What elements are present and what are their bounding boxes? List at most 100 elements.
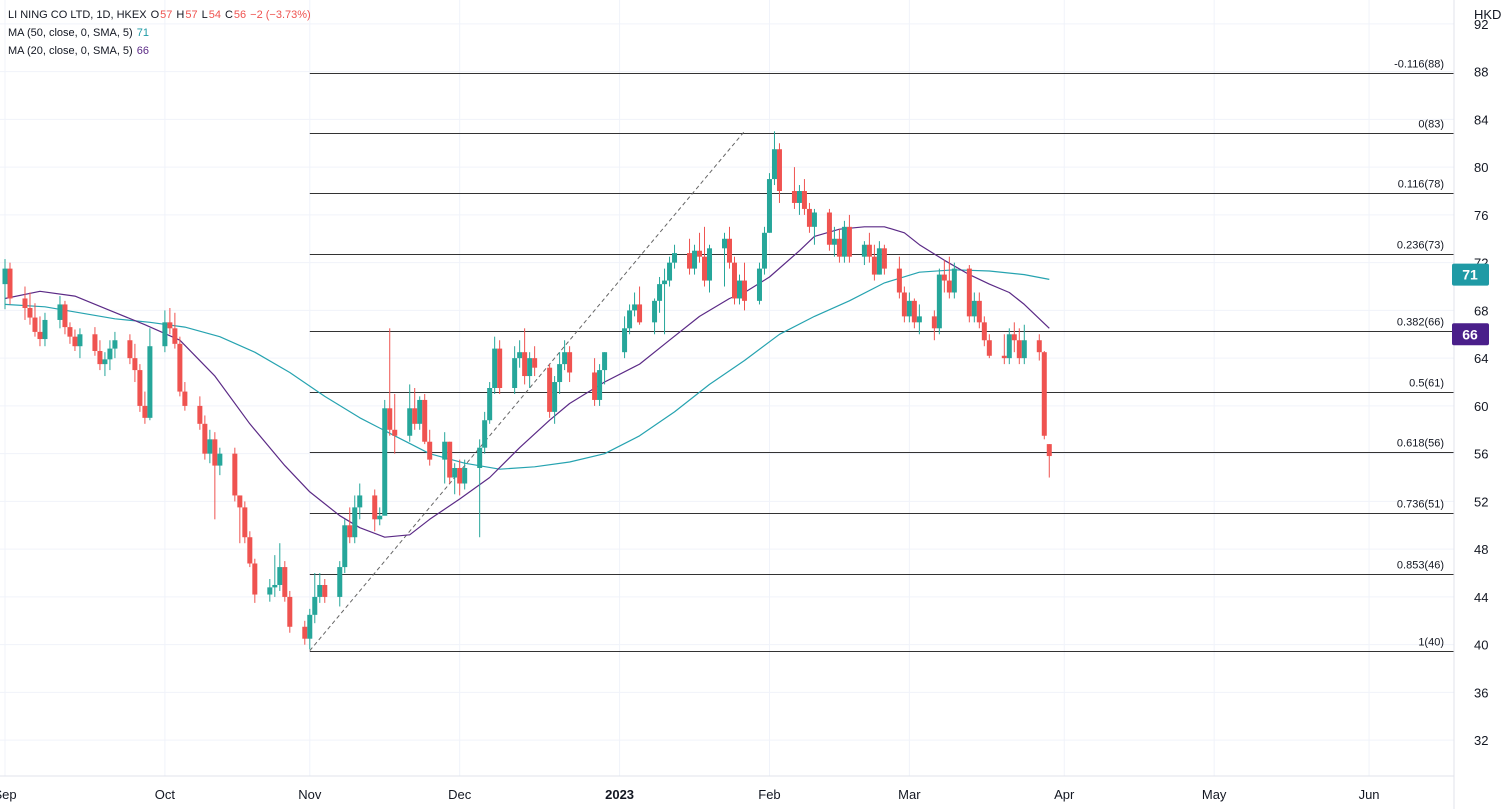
candle-down — [1016, 328, 1022, 365]
candle-body — [497, 348, 503, 388]
candle-up — [861, 241, 867, 266]
candle-body — [831, 238, 837, 245]
candle-down — [7, 262, 13, 305]
candle-up — [267, 579, 273, 602]
candle-body — [756, 268, 762, 301]
candle-down — [142, 391, 148, 424]
candle-body — [162, 322, 168, 347]
candle-body — [702, 256, 708, 281]
candle-body — [127, 340, 133, 359]
candle-body — [142, 405, 148, 418]
time-axis[interactable]: Sep Oct Nov Dec 2023 Feb Mar Apr May Jun — [0, 775, 1454, 802]
y-tick-label: 92 — [1474, 17, 1488, 32]
candle-body — [766, 179, 772, 233]
candle-down — [497, 340, 503, 394]
change-value: −2 (−3.73%) — [250, 9, 311, 21]
fib-level-label: 0(83) — [1418, 119, 1444, 131]
candle-body — [1046, 444, 1052, 457]
ma50-legend-row[interactable]: MA (50, close, 0, SMA, 5) 71 — [8, 24, 311, 42]
candle-body — [287, 596, 293, 627]
ma20-legend-row[interactable]: MA (20, close, 0, SMA, 5) 66 — [8, 42, 311, 60]
candle-up — [147, 328, 153, 421]
candle-body — [726, 238, 732, 263]
candle-down — [252, 558, 258, 603]
candle-up — [557, 352, 563, 394]
candle-body — [796, 191, 802, 203]
candle-down — [946, 256, 952, 299]
candle-body — [861, 244, 867, 257]
candle-down — [172, 312, 178, 349]
candle-up — [107, 340, 113, 371]
candle-body — [931, 316, 937, 329]
currency-label: HKD — [1474, 7, 1501, 22]
price-badges: 71 66 — [1452, 263, 1489, 346]
candle-body — [107, 348, 113, 360]
candle-body — [662, 280, 668, 285]
candle-up — [906, 292, 912, 323]
candle-body — [971, 300, 977, 317]
candle-body — [1021, 340, 1027, 359]
candle-body — [562, 352, 568, 365]
candle-up — [602, 352, 608, 385]
candle-body — [172, 328, 178, 344]
candle-body — [217, 453, 223, 466]
candle-body — [826, 212, 832, 245]
ma50-legend-value: 71 — [136, 27, 149, 39]
y-tick-label: 68 — [1474, 303, 1488, 318]
candle-body — [247, 537, 253, 564]
candle-down — [866, 232, 872, 263]
candle-body — [452, 467, 458, 478]
candle-body — [846, 226, 852, 257]
candle-body — [1001, 355, 1007, 359]
candle-body — [667, 262, 673, 281]
candle-body — [27, 308, 33, 318]
candle-down — [1011, 322, 1017, 353]
y-tick-label: 36 — [1474, 685, 1488, 700]
candle-body — [741, 280, 747, 301]
candle-down — [197, 396, 203, 430]
candle-up — [277, 543, 283, 591]
symbol-name[interactable]: LI NING CO LTD, 1D, HKEX — [8, 9, 147, 21]
candle-down — [412, 388, 418, 430]
candle-body — [841, 226, 847, 257]
candle-body — [457, 467, 463, 484]
candle-body — [167, 322, 173, 329]
candle-up — [462, 459, 468, 490]
fib-level-label: -0.116(88) — [1394, 59, 1444, 71]
candle-body — [806, 208, 812, 227]
candle-body — [32, 317, 38, 332]
candle-down — [287, 590, 293, 633]
candle-body — [202, 423, 208, 454]
candle-down — [67, 322, 73, 344]
candle-body — [936, 274, 942, 329]
candle-body — [112, 340, 118, 349]
candle-body — [941, 274, 947, 281]
candle-down — [387, 328, 393, 436]
fibonacci-retracement[interactable]: -0.116(88) 0(83) 0.116(78) 0.236(73) 0.382(6… — [309, 59, 1454, 652]
y-tick-label: 88 — [1474, 65, 1488, 80]
y-tick-label: 80 — [1474, 160, 1488, 175]
candle-up — [337, 561, 343, 607]
candle-body — [981, 322, 987, 341]
candle-down — [347, 507, 353, 544]
candle-body — [492, 348, 498, 388]
candle-up — [766, 173, 772, 233]
candle-body — [442, 441, 448, 460]
candle-down — [976, 292, 982, 329]
candle-body — [412, 408, 418, 424]
candle-body — [557, 364, 563, 383]
candle-body — [392, 429, 398, 436]
candle-body — [177, 343, 183, 392]
candle-body — [881, 248, 887, 269]
y-tick-label: 60 — [1474, 399, 1488, 414]
candle-up — [217, 447, 223, 476]
candle-body — [387, 408, 393, 430]
candle-body — [811, 212, 817, 227]
candle-body — [232, 453, 238, 496]
y-tick-label: 44 — [1474, 590, 1488, 605]
candle-up — [317, 573, 323, 603]
y-tick-label: 48 — [1474, 542, 1488, 557]
